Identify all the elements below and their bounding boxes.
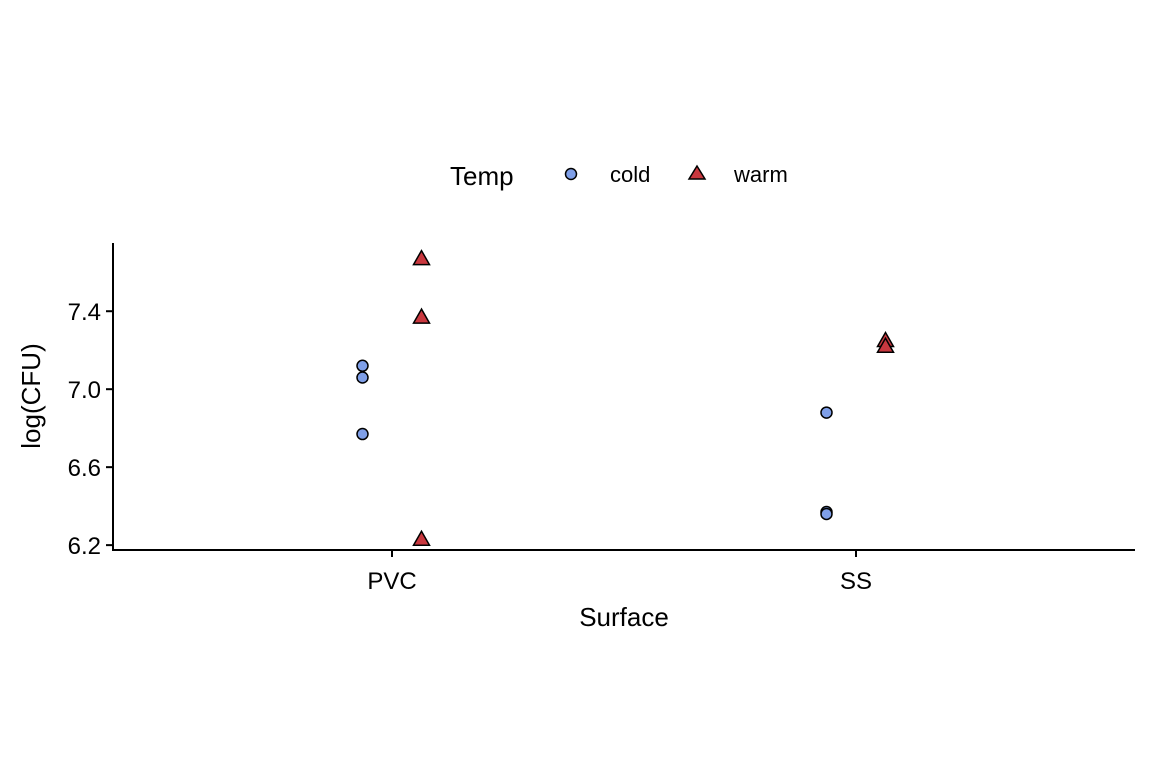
- legend-label-cold: cold: [610, 162, 650, 187]
- point-cold: [820, 406, 833, 419]
- legend: Temp cold warm: [450, 161, 788, 191]
- point-cold: [356, 371, 369, 384]
- point-cold: [356, 427, 369, 441]
- legend-title: Temp: [450, 161, 514, 191]
- x-tick-label: PVC: [367, 568, 416, 595]
- x-tick-label: SS: [840, 568, 872, 595]
- point-warm: [876, 336, 895, 354]
- point-warm: [412, 249, 431, 266]
- point-warm: [412, 307, 431, 324]
- x-axis-title: Surface: [579, 602, 669, 632]
- legend-key-cold: [564, 167, 578, 181]
- y-tick-label: 7.0: [68, 377, 101, 404]
- legend-label-warm: warm: [733, 162, 788, 187]
- y-tick-label: 6.2: [68, 533, 101, 560]
- y-axis-title: log(CFU): [16, 343, 46, 448]
- point-warm: [412, 529, 431, 547]
- point-cold: [356, 359, 369, 373]
- legend-key-warm: [687, 164, 707, 180]
- y-tick-label: 6.6: [68, 455, 101, 482]
- point-cold: [820, 507, 833, 521]
- y-tick-label: 7.4: [68, 299, 101, 326]
